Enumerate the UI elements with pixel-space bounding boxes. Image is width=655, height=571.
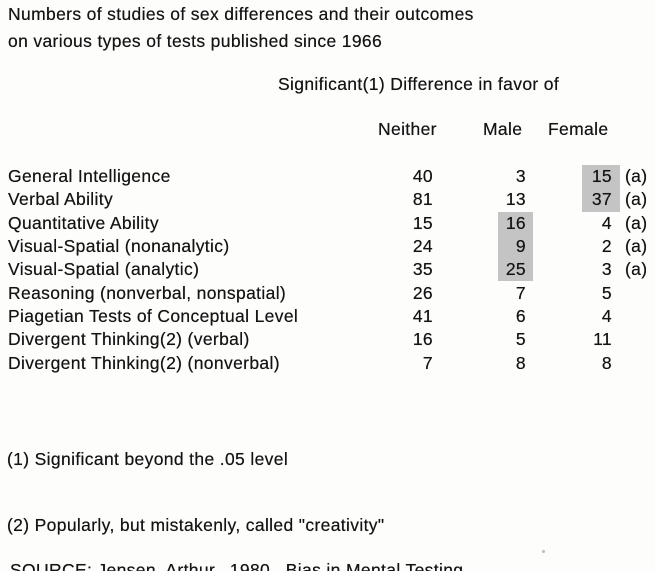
row-label: Divergent Thinking(2) (nonverbal) [8,352,280,373]
table-group-header: Significant(1) Difference in favor of [278,74,560,94]
cell-male: 7 [437,281,533,304]
row-footnote-mark: (a) [625,236,648,257]
row-label: Piagetian Tests of Conceptual Level [8,305,299,326]
cell-neither: 41 [378,305,437,328]
table-row: Divergent Thinking(2) (nonverbal) 7 8 8 [8,351,655,374]
table-body: General Intelligence 40 3 15 (a) Verbal Abili… [8,165,655,375]
cell-neither: 35 [378,258,437,281]
table-row: Verbal Ability 81 13 37 (a) [8,188,655,212]
value-male: 9 [498,234,533,259]
row-label: Visual-Spatial (nonanalytic) [8,236,230,257]
column-header-female: Female [548,119,609,139]
table-row: Reasoning (nonverbal, nonspatial) 26 7 5 [8,281,655,304]
row-label: Quantitative Ability [8,212,159,233]
row-footnote-mark: (a) [625,189,648,210]
table-row: General Intelligence 40 3 15 (a) [8,165,655,189]
row-footnote-mark: (a) [625,259,648,280]
value-male: 8 [515,352,526,373]
value-male: 13 [505,189,526,210]
cell-female: 5 [533,281,620,304]
value-male: 6 [515,305,526,326]
cell-neither: 24 [378,235,437,258]
title-line-1: Numbers of studies of sex differences an… [8,4,474,24]
row-footnote-mark [620,305,655,328]
value-neither: 24 [412,236,433,257]
cell-female: 3 [533,258,620,281]
footnotes: (1) Significant beyond the .05 level (2)… [7,403,487,571]
cell-female: 2 [533,235,620,258]
value-male: 7 [515,282,526,303]
value-male: 3 [515,166,526,187]
cell-male: 13 [437,188,533,211]
cell-male: 16 [437,211,533,235]
row-label: Visual-Spatial (analytic) [8,259,200,280]
footnote-1: (1) Significant beyond the .05 level [7,448,289,469]
cell-neither: 7 [378,351,437,374]
row-label: Reasoning (nonverbal, nonspatial) [8,282,287,303]
row-footnote-mark: (a) [625,166,648,187]
row-footnote-mark [620,281,655,304]
row-footnote-mark [620,351,655,374]
value-neither: 16 [412,329,433,350]
cell-neither: 15 [378,212,437,235]
value-female: 5 [601,282,612,303]
value-male: 5 [515,329,526,350]
value-neither: 81 [412,189,433,210]
cell-female: 37 [533,188,620,212]
cell-male: 3 [437,165,533,188]
value-male: 16 [498,211,533,235]
value-female: 8 [601,352,612,373]
cell-female: 15 [533,165,620,189]
column-header-male: Male [483,119,523,139]
value-neither: 7 [422,352,433,373]
value-female: 2 [601,236,612,257]
scan-artifact-speck [542,550,545,553]
table-row: Divergent Thinking(2) (verbal) 16 5 11 [8,328,655,351]
row-label: Divergent Thinking(2) (verbal) [8,329,250,350]
value-neither: 26 [412,282,433,303]
value-female: 37 [582,188,620,212]
value-female: 4 [601,212,612,233]
value-neither: 40 [412,166,433,187]
cell-female: 8 [533,351,620,374]
table-row: Quantitative Ability 15 16 4 (a) [8,211,655,235]
value-male: 25 [498,258,533,282]
table-row: Visual-Spatial (analytic) 35 25 3 (a) [8,258,655,282]
value-neither: 41 [412,305,433,326]
table-row: Visual-Spatial (nonanalytic) 24 9 2 (a) [8,234,655,259]
value-female: 15 [582,165,620,189]
cell-neither: 81 [378,188,437,211]
cell-male: 6 [437,305,533,328]
source-line-1: SOURCE: Jensen, Arthur. 1980. Bias in Me… [10,559,469,571]
cell-male: 5 [437,328,533,351]
row-label: General Intelligence [8,166,171,187]
cell-neither: 40 [378,165,437,188]
source-citation: SOURCE: Jensen, Arthur. 1980. Bias in Me… [10,514,469,571]
cell-male: 25 [437,258,533,282]
cell-neither: 16 [378,328,437,351]
cell-male: 8 [437,351,533,374]
column-header-neither: Neither [378,119,437,139]
cell-female: 4 [533,305,620,328]
value-female: 4 [601,305,612,326]
value-female: 3 [601,259,612,280]
row-label: Verbal Ability [8,189,114,210]
row-footnote-mark: (a) [625,212,648,233]
cell-male: 9 [437,234,533,259]
table-row: Piagetian Tests of Conceptual Level 41 6 4 [8,305,655,328]
cell-female: 11 [533,328,620,351]
value-female: 11 [593,329,612,350]
footnote-2: (2) Popularly, but mistakenly, called "c… [7,515,385,536]
value-neither: 15 [412,212,433,233]
cell-female: 4 [533,212,620,235]
document-title: Numbers of studies of sex differences an… [8,1,474,55]
cell-neither: 26 [378,281,437,304]
row-footnote-mark [620,328,655,351]
title-line-2: on various types of tests published sinc… [8,31,383,51]
value-neither: 35 [412,259,433,280]
